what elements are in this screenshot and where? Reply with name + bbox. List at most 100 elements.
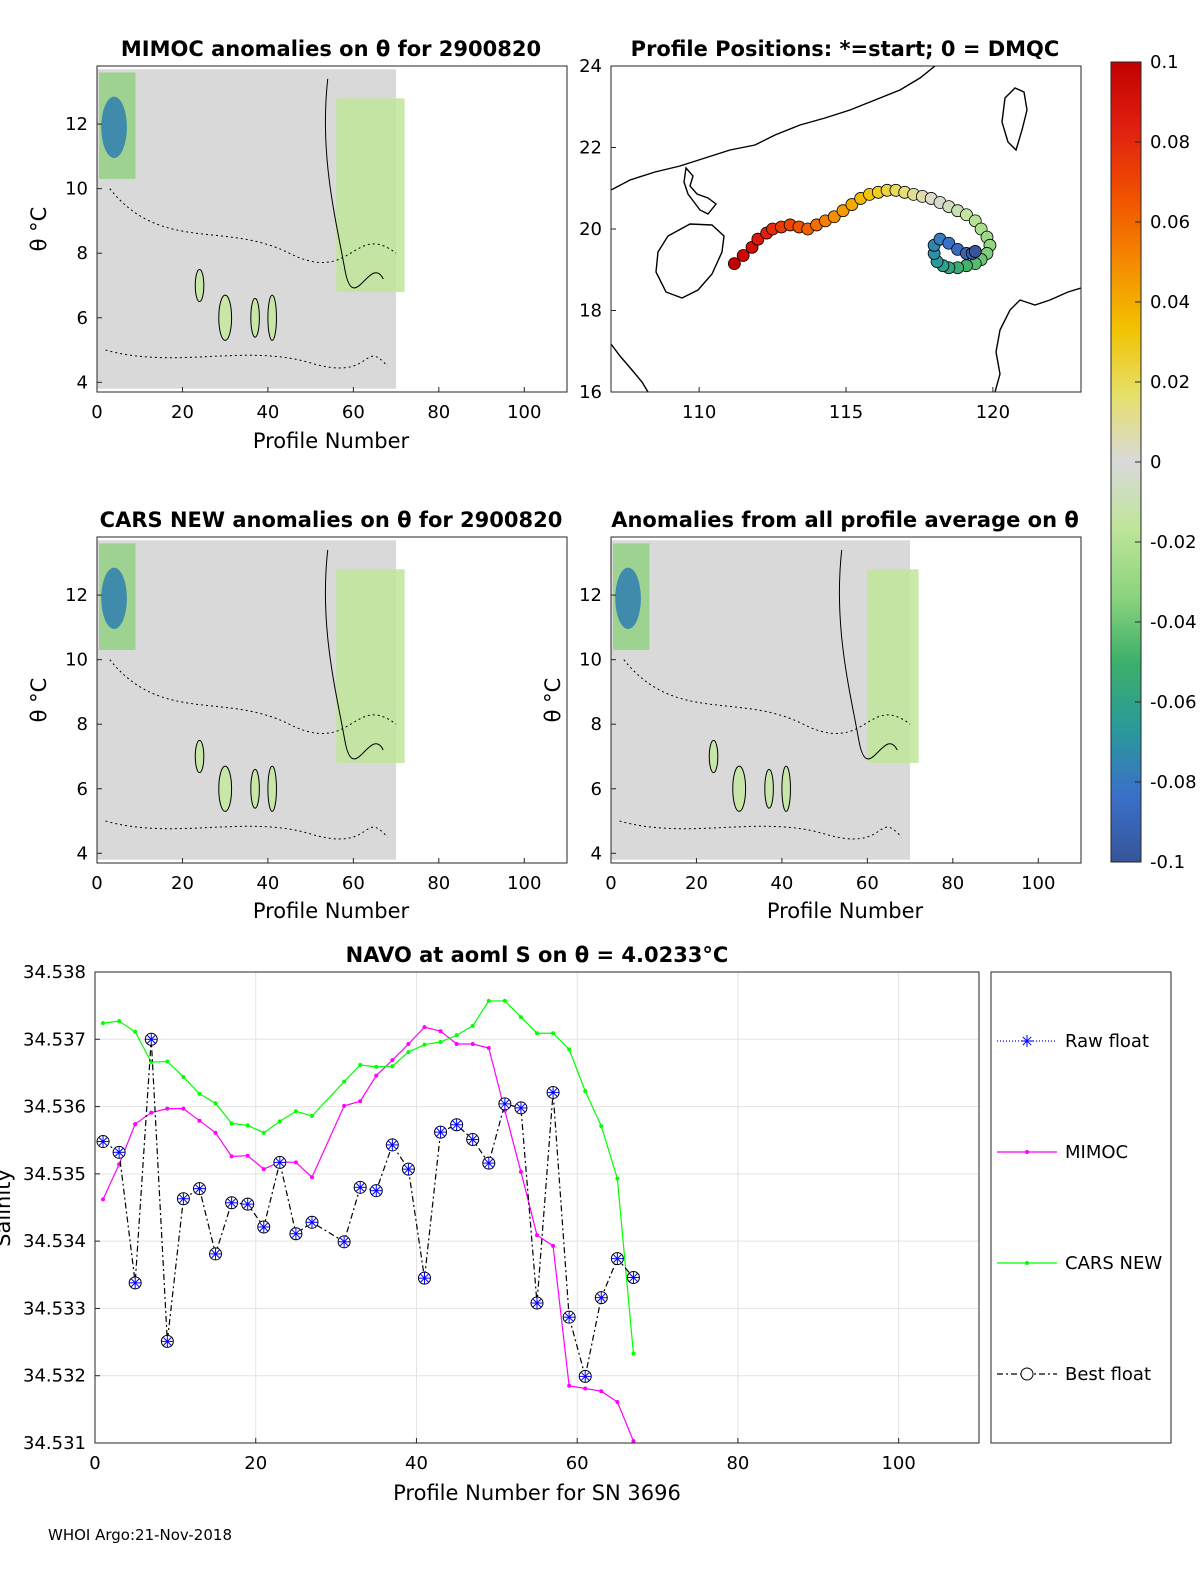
- raw-float-marker: [178, 1194, 188, 1204]
- series-point: [309, 1113, 314, 1118]
- anomaly-contour-blob: [267, 765, 277, 812]
- series-point: [583, 1089, 588, 1094]
- y-tick-label: 16: [579, 382, 602, 403]
- profile-position-marker: [836, 204, 850, 218]
- y-tick-label: 4: [77, 372, 88, 393]
- colorbar-ticks: 0.1 0.08 0.06 0.04 0.02 0 -0.02 -0.04 -0.06 -0.08…: [1135, 52, 1197, 873]
- anomaly-contour-blob: [267, 294, 277, 341]
- series-point: [631, 1438, 636, 1443]
- allavg-axes-box: [610, 536, 1082, 864]
- mimoc-axes-box: [96, 65, 568, 393]
- series-point: [535, 1031, 539, 1036]
- salinity-x-label: Profile Number for SN 3696: [393, 1481, 681, 1505]
- series-point: [390, 1064, 395, 1069]
- raw-float-marker: [516, 1103, 526, 1113]
- legend-label: Best float: [1065, 1364, 1151, 1385]
- series-point: [277, 1119, 282, 1124]
- series-point: [551, 1243, 556, 1248]
- raw-float-marker: [419, 1273, 430, 1283]
- series-point: [470, 1023, 475, 1028]
- cars-title: CARS NEW anomalies on θ for 2900820: [100, 508, 563, 532]
- y-tick-label: 8: [77, 714, 88, 735]
- x-tick-label: 110: [682, 402, 716, 423]
- x-tick-label: 60: [342, 873, 365, 894]
- colorbar-tick-label: -0.04: [1150, 612, 1197, 633]
- anomaly-contour-blob: [218, 294, 233, 341]
- series-point: [438, 1029, 443, 1034]
- x-tick-label: 0: [91, 402, 102, 423]
- profile-position-marker: [845, 198, 859, 211]
- series-point: [101, 1197, 106, 1202]
- series-point: [567, 1047, 572, 1052]
- y-tick-label: 4: [77, 843, 88, 864]
- vietnam-coastline: [611, 343, 649, 392]
- profile-position-marker: [968, 245, 982, 258]
- colorbar-tick-label: 0.02: [1150, 372, 1190, 393]
- series-point: [438, 1039, 443, 1044]
- series-point: [181, 1074, 186, 1079]
- legend-label: MIMOC: [1065, 1142, 1128, 1163]
- raw-float-marker: [339, 1237, 349, 1247]
- anomaly-strong-patch: [615, 567, 641, 629]
- legend-marker: [1025, 1150, 1029, 1154]
- y-tick-label: 10: [65, 650, 88, 671]
- x-tick-label: 80: [427, 873, 450, 894]
- leizhou-peninsula: [683, 166, 717, 215]
- x-tick-label: 80: [726, 1453, 749, 1474]
- salinity-legend: Raw float MIMOC CARS NEW Best float: [990, 971, 1172, 1444]
- allavg-anomaly-panel: Anomalies from all profile average on θ …: [541, 508, 1082, 923]
- x-tick-label: 120: [976, 402, 1010, 423]
- x-tick-label: 0: [605, 873, 616, 894]
- x-tick-label: 20: [171, 402, 194, 423]
- allavg-anomaly-field: [611, 540, 919, 860]
- y-tick-label: 12: [65, 585, 88, 606]
- colorbar-tick-label: 0.08: [1150, 132, 1190, 153]
- raw-float-marker: [130, 1278, 140, 1288]
- series-point: [133, 1029, 138, 1034]
- series-point: [470, 1041, 475, 1046]
- allavg-x-label: Profile Number: [767, 899, 924, 923]
- x-tick-label: 0: [89, 1453, 100, 1474]
- y-tick-label: 34.538: [23, 962, 86, 983]
- mimoc-x-label: Profile Number: [253, 429, 410, 453]
- colorbar-tick-label: 0.06: [1150, 212, 1190, 233]
- footer-stamp: WHOI Argo:21-Nov-2018: [48, 1526, 232, 1544]
- anomaly-positive-patch: [336, 98, 405, 292]
- series-point: [599, 1124, 604, 1129]
- series-point: [245, 1153, 250, 1158]
- y-tick-label: 34.534: [23, 1231, 86, 1252]
- y-tick-label: 34.533: [23, 1298, 86, 1319]
- series-point: [406, 1041, 411, 1046]
- legend-marker: [1022, 1036, 1032, 1046]
- profile-track: [727, 183, 997, 275]
- series-point: [518, 1015, 523, 1020]
- allavg-y-ticks: 4 6 8 10 12: [579, 585, 616, 864]
- positions-x-ticks: 110 115 120: [682, 387, 1010, 423]
- series-point: [390, 1058, 395, 1063]
- y-tick-label: 34.535: [23, 1164, 86, 1185]
- raw-float-marker: [436, 1127, 446, 1137]
- cars-y-ticks: 4 6 8 10 12: [65, 585, 102, 864]
- series-point: [342, 1079, 347, 1084]
- raw-float-marker: [468, 1134, 478, 1145]
- allavg-title: Anomalies from all profile average on θ: [611, 508, 1079, 532]
- salinity-panel: NAVO at aoml S on θ = 4.0233°C 0 20 40 60 80…: [0, 943, 1172, 1505]
- x-tick-label: 0: [91, 873, 102, 894]
- x-tick-label: 100: [881, 1453, 915, 1474]
- salinity-axes-box: [94, 971, 980, 1444]
- series-point: [454, 1033, 459, 1038]
- profile-position-marker: [827, 210, 841, 224]
- positions-title: Profile Positions: *=start; 0 = DMQC: [631, 37, 1060, 61]
- x-tick-label: 20: [244, 1453, 267, 1474]
- hainan-island: [655, 223, 725, 299]
- raw-float-marker: [227, 1198, 237, 1208]
- anomaly-positive-contour: [324, 78, 384, 289]
- series-point: [293, 1109, 298, 1114]
- y-tick-label: 34.532: [23, 1366, 86, 1387]
- x-tick-label: 40: [256, 402, 279, 423]
- legend-label: Raw float: [1065, 1031, 1149, 1052]
- mimoc-anomaly-panel: MIMOC anomalies on θ for 2900820 0 20 40 60…: [27, 37, 568, 453]
- series-point: [309, 1175, 314, 1180]
- mimoc-y-ticks: 4 6 8 10 12: [65, 114, 102, 393]
- luzon-coastline: [994, 287, 1081, 392]
